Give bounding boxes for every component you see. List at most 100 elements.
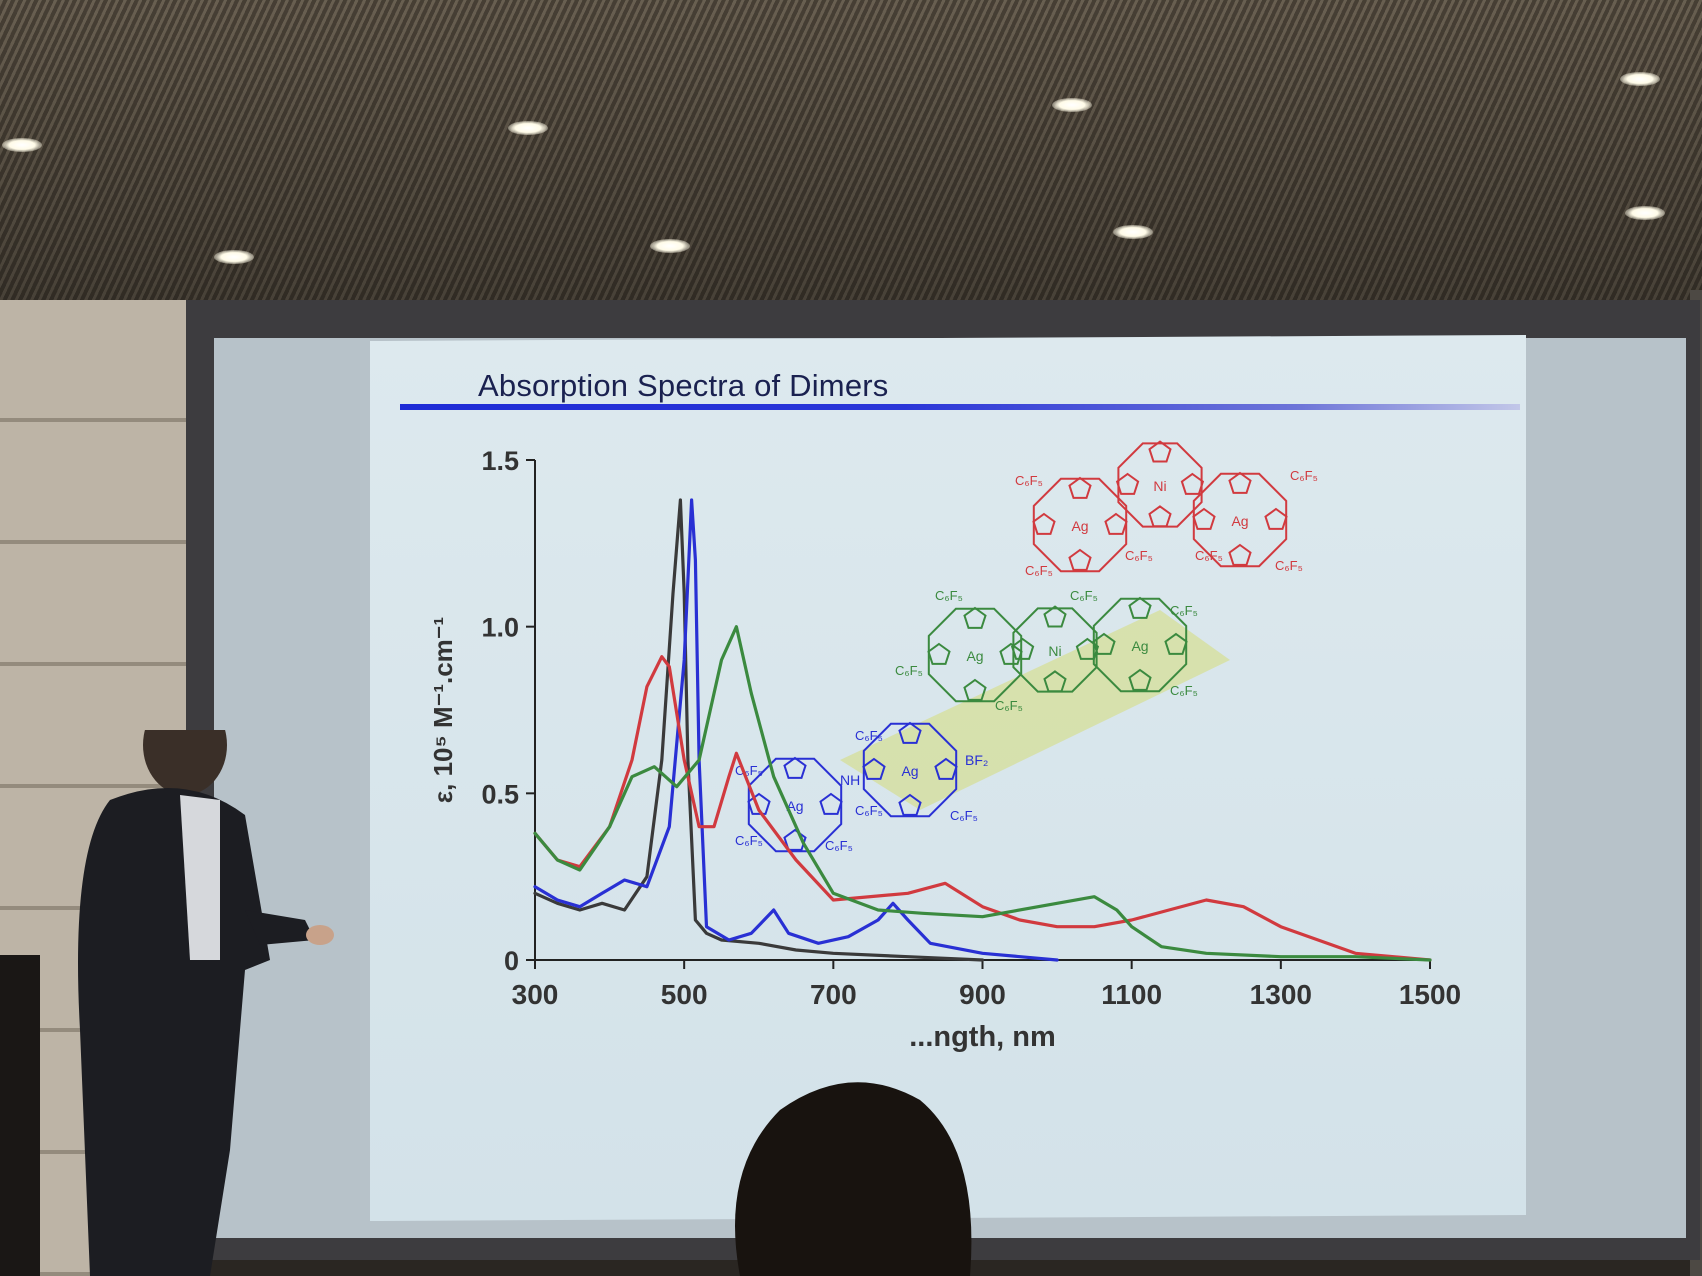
pyrrole-ring [927, 642, 951, 665]
metal-label: Ag [966, 648, 983, 664]
red-porphyrin-ag-left: Ag [1032, 476, 1128, 573]
substituent-label: C₆F₅ [1170, 603, 1198, 618]
metal-label: Ag [1231, 513, 1248, 529]
macrocycle-outline [1032, 477, 1128, 573]
substituent-label: C₆F₅ [1025, 563, 1053, 578]
substituent-label: C₆F₅ [855, 803, 883, 818]
pyrrole-ring [1010, 637, 1035, 660]
pyrrole-ring [1148, 505, 1172, 528]
macrocycle-outline [1092, 597, 1188, 693]
x-tick-label: 1300 [1250, 979, 1312, 1010]
nh-group-label: NH [840, 772, 860, 788]
series-layer [533, 498, 1432, 962]
pyrrole-ring [819, 792, 843, 815]
ceiling-light [2, 138, 42, 152]
x-tick-label: 500 [661, 979, 708, 1010]
pyrrole-ring [1115, 472, 1140, 495]
substituent-label: C₆F₅ [935, 588, 963, 603]
ceiling-light [1625, 206, 1665, 220]
pyrrole-ring [898, 721, 922, 744]
audience-head-silhouette [735, 1082, 972, 1276]
macrocycle-outline [1192, 472, 1288, 568]
pyrrole-ring [783, 828, 807, 851]
bf2-group-label: BF₂ [965, 752, 988, 768]
substituent-label: C₆F₅ [1170, 683, 1198, 698]
ceiling-light [650, 239, 690, 253]
substituent-label: C₆F₅ [895, 663, 923, 678]
y-axis-title: ε, 10⁵ M⁻¹.cm⁻¹ [428, 617, 458, 803]
red-porphyrin-ni: Ni [1115, 440, 1205, 528]
pyrrole-ring [1075, 637, 1100, 660]
pyrrole-ring [1228, 543, 1252, 566]
metal-label: Ag [1071, 518, 1088, 534]
pyrrole-ring [1043, 670, 1067, 693]
pyrrole-ring [963, 678, 987, 701]
metal-label: Ag [1131, 638, 1148, 654]
pyrrole-ring [1092, 632, 1116, 655]
absorption-chart: Ag C₆F₅ C₆F₅ C₆F₅ NH Ag C₆F₅ C₆F₅ C₆F₅ BF₂ Ag Ni Ag C… [428, 440, 1461, 1053]
pyrrole-ring [1043, 605, 1067, 628]
pyrrole-ring [963, 606, 987, 629]
y-tick-label: 0 [504, 946, 519, 976]
ceiling-light [1620, 72, 1660, 86]
molecular-structures: Ag C₆F₅ C₆F₅ C₆F₅ NH Ag C₆F₅ C₆F₅ C₆F₅ BF₂ Ag Ni Ag C… [735, 440, 1318, 853]
pyrrole-ring [1068, 476, 1092, 499]
y-tick-label: 1.0 [481, 613, 519, 643]
speaker-silhouette [78, 730, 334, 1276]
pyrrole-ring [747, 792, 771, 815]
spectrum-series-line-3 [533, 625, 1432, 962]
blue-porphyrin-bf2: Ag [862, 721, 958, 818]
pyrrole-ring [1228, 471, 1252, 494]
metal-label: Ni [1153, 478, 1166, 494]
title-underline-bar [400, 404, 1520, 410]
pyrrole-ring [1128, 668, 1152, 691]
ceiling-light [1052, 98, 1092, 112]
pyrrole-ring [862, 757, 886, 780]
metal-label: Ag [901, 763, 918, 779]
pyrrole-ring [1264, 507, 1288, 530]
x-tick-label: 1100 [1101, 979, 1162, 1010]
pyrrole-ring [1104, 512, 1128, 535]
substituent-label: C₆F₅ [1070, 588, 1098, 603]
spectrum-series-line-1 [533, 498, 1059, 962]
substituent-label: C₆F₅ [1195, 548, 1223, 563]
x-tick-label: 700 [810, 979, 857, 1010]
x-axis-title: ...ngth, nm [909, 1021, 1056, 1053]
ceiling [0, 0, 1702, 300]
pyrrole-ring [783, 756, 807, 779]
ceiling-light [508, 121, 548, 135]
green-porphyrin-ni: Ni [1010, 605, 1100, 693]
substituent-label: C₆F₅ [825, 838, 853, 853]
metal-label: Ag [786, 798, 803, 814]
red-porphyrin-ag-right: Ag [1192, 471, 1288, 568]
molecule-highlight-band [840, 610, 1230, 810]
axis-labels: 300 500 700 900 1100 1300 1500 0 0.5 1.0 1.5 ...ngt… [428, 446, 1461, 1053]
metal-label: Ni [1048, 643, 1061, 659]
macrocycle-outline [927, 607, 1023, 703]
substituent-label: C₆F₅ [1275, 558, 1303, 573]
pyrrole-ring [1148, 440, 1172, 463]
substituent-label: C₆F₅ [1290, 468, 1318, 483]
pyrrole-ring [1192, 507, 1216, 530]
substituent-label: C₆F₅ [995, 698, 1023, 713]
pyrrole-ring [1032, 512, 1056, 535]
ceiling-shade [0, 0, 1702, 300]
ceiling-light [1113, 225, 1153, 239]
substituent-label: C₆F₅ [1125, 548, 1153, 563]
x-tick-label: 300 [512, 979, 559, 1010]
x-tick-label: 1500 [1399, 979, 1461, 1010]
pyrrole-ring [1180, 472, 1205, 495]
pyrrole-ring [1068, 548, 1092, 571]
substituent-label: C₆F₅ [950, 808, 978, 823]
pyrrole-ring [934, 757, 958, 780]
substituent-label: C₆F₅ [735, 763, 763, 778]
green-porphyrin-ag-right: Ag [1092, 596, 1188, 693]
pyrrole-ring [1128, 596, 1152, 619]
y-tick-label: 0.5 [481, 779, 519, 809]
substituent-label: C₆F₅ [735, 833, 763, 848]
pyrrole-ring [999, 642, 1023, 665]
podium [0, 955, 40, 1276]
y-tick-label: 1.5 [481, 446, 519, 476]
pyrrole-ring [898, 793, 922, 816]
slide-title: Absorption Spectra of Dimers [478, 368, 889, 403]
